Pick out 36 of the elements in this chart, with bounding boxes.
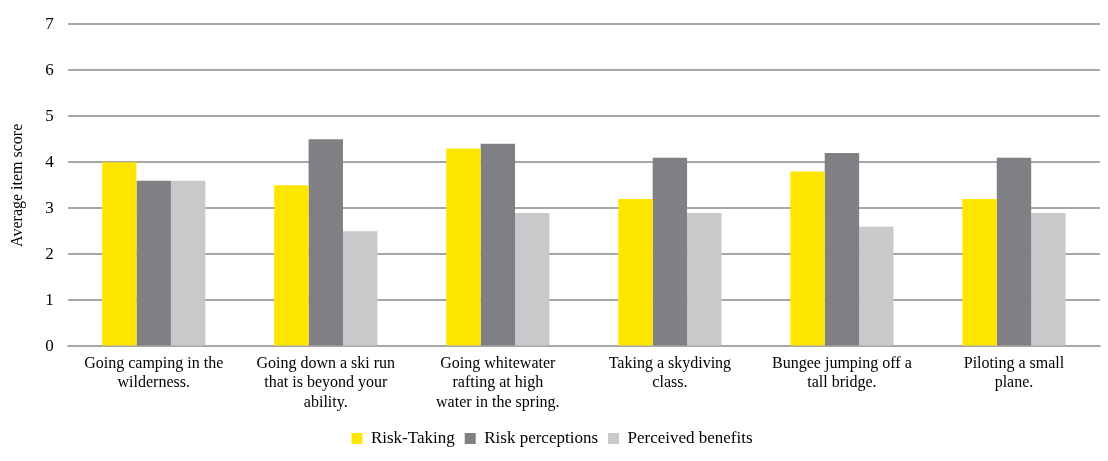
- bar: [308, 139, 343, 346]
- bar: [790, 171, 825, 346]
- bar: [824, 153, 860, 346]
- bar: [480, 143, 516, 346]
- bar: [102, 162, 137, 346]
- legend-label: Risk perceptions: [484, 427, 599, 447]
- bar: [342, 231, 378, 346]
- y-tick-label: 1: [45, 289, 54, 309]
- y-tick-label: 7: [45, 13, 55, 33]
- bar: [515, 212, 550, 346]
- y-tick-label: 6: [45, 59, 54, 79]
- bar: [962, 199, 997, 346]
- bar: [618, 199, 653, 346]
- legend-label: Risk-Taking: [370, 427, 456, 447]
- legend-label: Perceived benefits: [627, 427, 753, 447]
- bar: [446, 148, 481, 346]
- bar: [652, 157, 688, 346]
- bar: [136, 180, 171, 346]
- x-tick-label: Going whitewater rafting at high water in the spring.: [436, 354, 560, 411]
- y-tick-label: 3: [45, 197, 54, 217]
- bar: [1031, 212, 1066, 346]
- y-tick-label: 4: [45, 151, 55, 171]
- bar: [859, 226, 894, 346]
- bar: [170, 180, 206, 346]
- x-tick-label: Bungee jumping off a tall bridge.: [772, 354, 912, 392]
- y-tick-label: 5: [45, 105, 54, 125]
- x-tick-label: Taking a skydiving class.: [608, 354, 732, 391]
- x-tick-label: Piloting a small plane.: [963, 354, 1065, 392]
- bar: [274, 185, 309, 346]
- x-tick-label: Going camping in the wilderness.: [84, 354, 224, 391]
- y-axis-title: Average item score: [7, 123, 26, 247]
- y-tick-label: 2: [45, 243, 54, 263]
- bar: [687, 212, 722, 346]
- x-tick-label: Going down a ski run that is beyond your ability.: [256, 354, 396, 411]
- y-tick-label: 0: [45, 335, 54, 355]
- bar: [996, 157, 1032, 346]
